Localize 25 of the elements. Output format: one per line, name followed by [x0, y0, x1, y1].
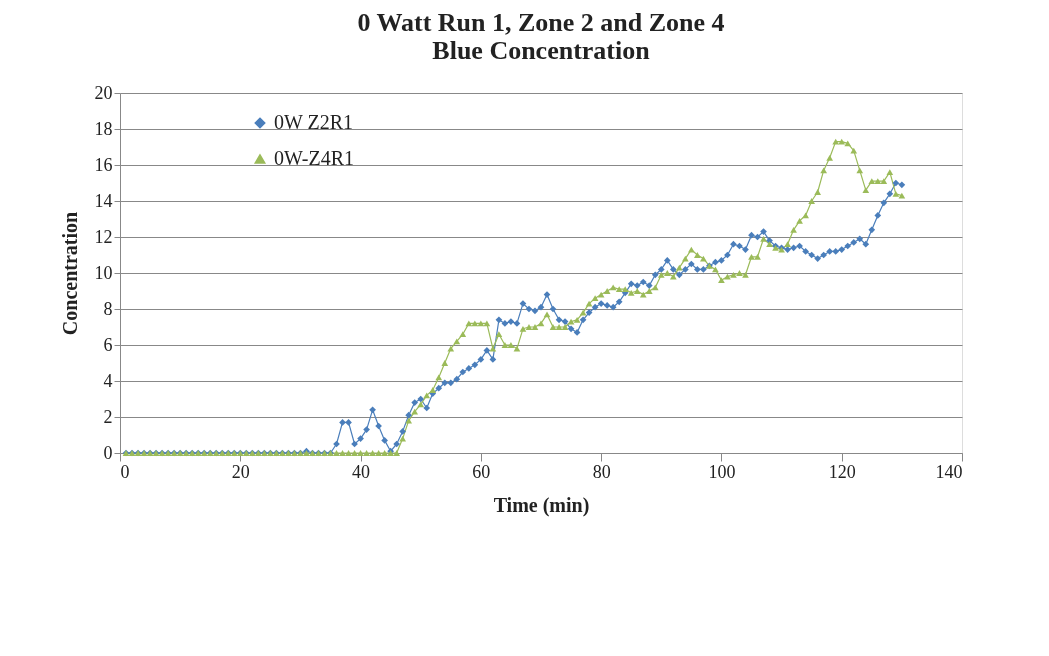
x-tick-label: 120 — [828, 461, 856, 482]
y-tick-label: 18 — [94, 118, 113, 139]
y-tick-label: 10 — [94, 262, 113, 283]
y-tick-label: 8 — [103, 298, 113, 319]
text: 0 Watt Run 1, Zone 2 and Zone 4 — [357, 8, 725, 37]
x-tick-label: 80 — [592, 461, 611, 482]
y-tick-label: 20 — [94, 82, 113, 103]
y-tick-label: 14 — [94, 190, 113, 211]
y-tick-label: 6 — [103, 334, 113, 355]
y-tick-label: 12 — [94, 226, 113, 247]
x-tick-label: 20 — [231, 461, 250, 482]
y-tick-label: 4 — [103, 370, 113, 391]
text: Blue Concentration — [432, 36, 650, 65]
x-tick-label: 0 — [120, 461, 130, 482]
x-axis-title: Time (min) — [493, 493, 590, 517]
x-tick-label: 140 — [935, 461, 963, 482]
legend-label: 0W Z2R1 — [274, 111, 354, 133]
x-tick-label: 40 — [352, 461, 371, 482]
x-tick-label: 60 — [472, 461, 491, 482]
y-axis-title: Concentration — [58, 211, 81, 336]
legend-label: 0W-Z4R1 — [274, 147, 354, 169]
y-tick-label: 2 — [103, 406, 113, 427]
x-tick-label: 100 — [708, 461, 736, 482]
y-tick-label: 0 — [103, 442, 113, 463]
y-tick-label: 16 — [94, 154, 113, 175]
